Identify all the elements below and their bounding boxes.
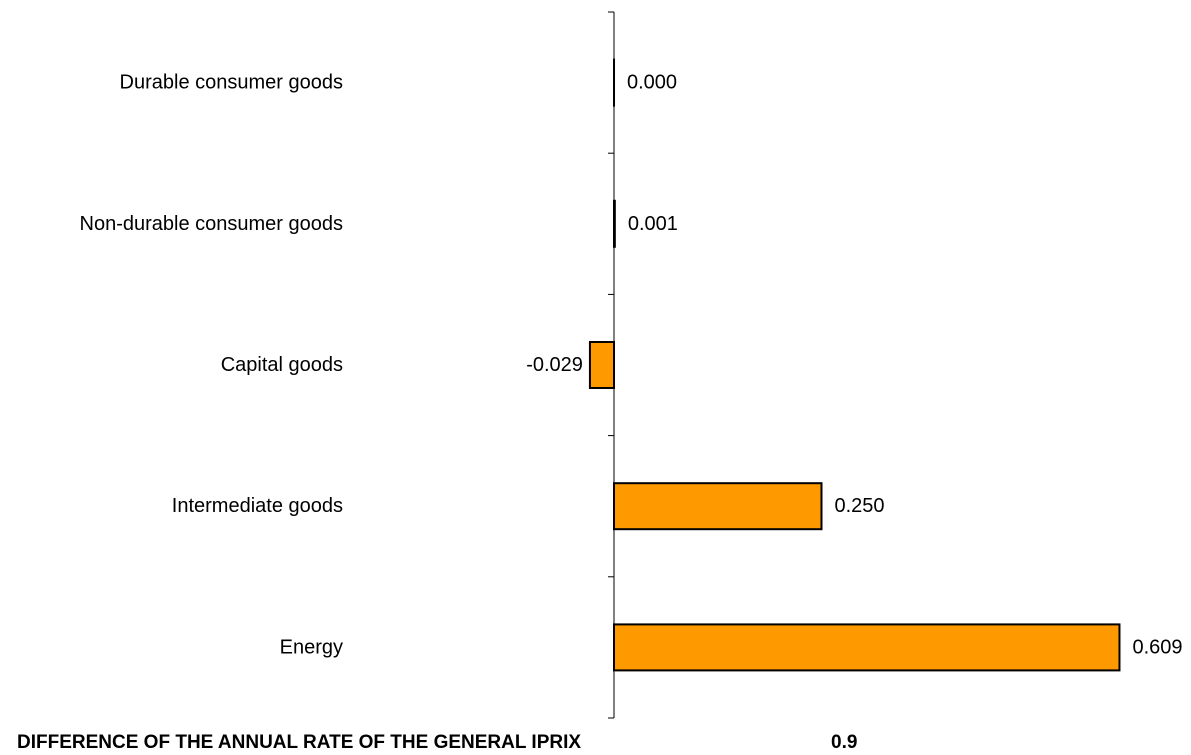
data-label: 0.250 (835, 495, 885, 517)
bar (613, 623, 1121, 672)
data-label: 0.609 (1132, 636, 1182, 658)
data-label: 0.000 (627, 72, 677, 94)
data-label: 0.001 (628, 213, 678, 235)
bar (613, 482, 823, 531)
footer-label: DIFFERENCE OF THE ANNUAL RATE OF THE GEN… (17, 732, 582, 753)
bar (613, 199, 616, 248)
category-label: Capital goods (221, 354, 343, 376)
bar-chart: Durable consumer goods 0.000 Non-durable c… (80, 11, 1183, 719)
footer-value: 0.9 (831, 732, 858, 753)
bar (588, 341, 615, 389)
category-label: Non-durable consumer goods (80, 213, 344, 235)
data-label: -0.029 (526, 354, 583, 376)
category-label: Durable consumer goods (120, 72, 343, 94)
category-label: Energy (280, 636, 343, 658)
category-label: Intermediate goods (172, 495, 343, 517)
